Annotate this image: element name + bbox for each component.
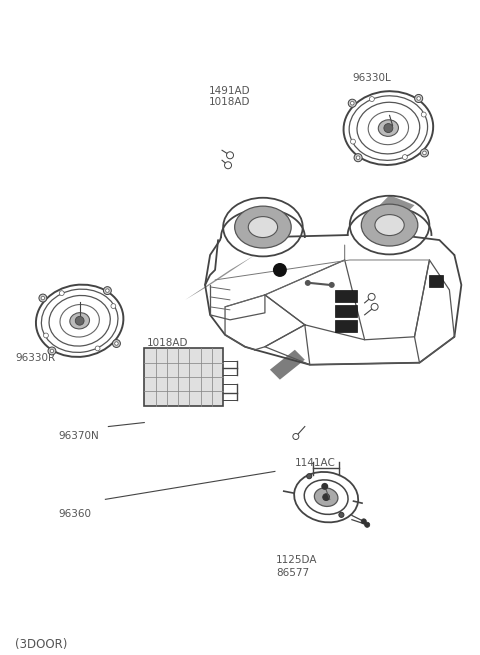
Ellipse shape	[314, 488, 338, 506]
Circle shape	[339, 512, 344, 517]
Circle shape	[39, 294, 47, 302]
Text: 96360: 96360	[58, 509, 91, 519]
Circle shape	[384, 124, 393, 132]
Circle shape	[370, 96, 374, 102]
Bar	[430, 275, 444, 287]
Text: 1125DA: 1125DA	[276, 555, 317, 565]
Circle shape	[321, 483, 328, 490]
Text: 1018AD: 1018AD	[209, 98, 251, 107]
Circle shape	[371, 303, 378, 310]
Circle shape	[415, 94, 423, 103]
Circle shape	[420, 149, 429, 157]
Circle shape	[115, 342, 118, 345]
Circle shape	[329, 282, 335, 288]
Polygon shape	[185, 255, 255, 300]
Ellipse shape	[375, 215, 404, 236]
Bar	[335, 320, 357, 332]
Ellipse shape	[361, 204, 418, 246]
Circle shape	[361, 519, 366, 524]
Ellipse shape	[378, 120, 398, 136]
Circle shape	[111, 304, 116, 309]
Text: 86577: 86577	[276, 568, 309, 578]
Circle shape	[106, 289, 109, 292]
Circle shape	[95, 346, 100, 351]
Text: 96330R: 96330R	[15, 354, 55, 364]
Circle shape	[421, 112, 426, 117]
Text: 96370N: 96370N	[58, 430, 99, 441]
FancyBboxPatch shape	[144, 348, 223, 405]
Circle shape	[354, 154, 362, 162]
Circle shape	[305, 280, 311, 286]
Circle shape	[227, 152, 233, 159]
Circle shape	[402, 155, 408, 160]
Circle shape	[48, 347, 56, 355]
Polygon shape	[374, 195, 415, 220]
Circle shape	[348, 99, 356, 107]
Bar	[335, 305, 357, 317]
Circle shape	[368, 293, 375, 301]
Text: 96330L: 96330L	[352, 73, 391, 83]
Circle shape	[417, 97, 420, 100]
Circle shape	[41, 296, 45, 300]
Circle shape	[104, 287, 111, 295]
Circle shape	[293, 434, 299, 440]
Ellipse shape	[235, 206, 291, 248]
Text: 1491AD: 1491AD	[147, 350, 188, 360]
Circle shape	[365, 522, 370, 527]
Text: 1491AD: 1491AD	[209, 86, 251, 96]
Ellipse shape	[248, 217, 277, 238]
Circle shape	[273, 263, 287, 277]
Circle shape	[356, 156, 360, 159]
Circle shape	[350, 139, 356, 144]
Circle shape	[44, 333, 48, 338]
Circle shape	[112, 339, 120, 347]
Circle shape	[350, 102, 354, 105]
Circle shape	[423, 151, 426, 155]
Ellipse shape	[70, 312, 89, 329]
Circle shape	[225, 162, 231, 169]
Circle shape	[323, 494, 330, 500]
Circle shape	[60, 291, 64, 295]
Circle shape	[75, 316, 84, 325]
Text: 1018AD: 1018AD	[147, 338, 188, 348]
Text: 1141AC: 1141AC	[295, 458, 336, 468]
Circle shape	[307, 474, 312, 479]
Text: (3DOOR): (3DOOR)	[15, 637, 67, 650]
Bar	[335, 290, 357, 302]
Circle shape	[50, 349, 54, 352]
Polygon shape	[270, 350, 305, 380]
